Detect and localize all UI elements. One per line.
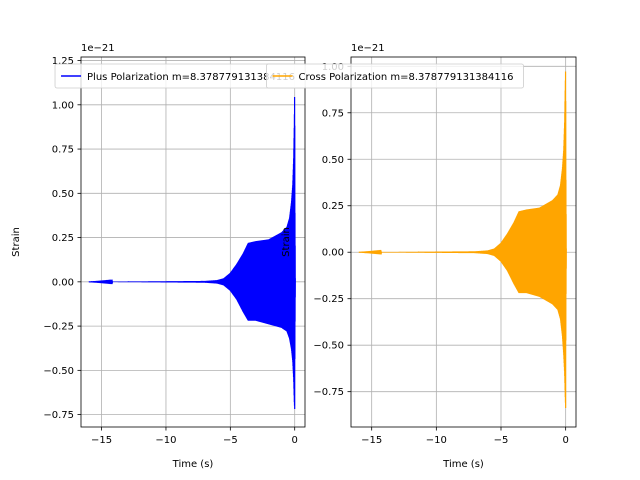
- y-tick-label: 0.75: [52, 145, 74, 156]
- x-tick-label: −15: [361, 435, 382, 446]
- y-tick-label: −0.75: [43, 410, 74, 421]
- x-tick-label: −5: [494, 435, 509, 446]
- y-tick-label: 0.25: [322, 201, 344, 212]
- right-waveform-cross: [358, 71, 567, 409]
- y-tick-label: −0.50: [313, 341, 344, 352]
- right-axes-frame: [350, 56, 577, 428]
- y-tick-label: 0.75: [322, 108, 344, 119]
- y-tick-label: 0.50: [52, 189, 74, 200]
- left-waveform-plus: [88, 96, 296, 410]
- right-plot: −15 −10 −5 0 −0.75 −0.50 −0.25 0.00 0.25 0.50 0.7…: [281, 43, 577, 470]
- right-grid: [351, 57, 576, 427]
- y-tick-label: 1.25: [52, 56, 74, 67]
- y-tick-label: −0.25: [43, 322, 74, 333]
- right-x-axis-label: Time (s): [442, 459, 484, 470]
- left-x-axis-label: Time (s): [172, 459, 214, 470]
- y-tick-label: 1.00: [52, 100, 74, 111]
- left-x-ticks: −15 −10 −5 0: [91, 427, 298, 446]
- right-y-offset-text: 1e−21: [351, 43, 385, 54]
- y-tick-label: −0.25: [313, 294, 344, 305]
- x-tick-label: −15: [91, 435, 112, 446]
- y-tick-label: 0.25: [52, 233, 74, 244]
- left-plot: −15 −10 −5 0 −0.75 −0.50 −0.25 0.00 0.25 0.50 0.7…: [11, 43, 306, 470]
- y-tick-label: −0.50: [43, 366, 74, 377]
- x-tick-label: 0: [562, 435, 568, 446]
- x-tick-label: −5: [223, 435, 238, 446]
- y-tick-label: 0.00: [52, 277, 74, 288]
- right-legend-label: Cross Polarization m=8.378779131384116: [299, 72, 514, 83]
- y-tick-label: −0.75: [313, 387, 344, 398]
- left-y-ticks: −0.75 −0.50 −0.25 0.00 0.25 0.50 0.75 1.00 1.25: [43, 56, 81, 421]
- y-tick-label: 0.50: [322, 155, 344, 166]
- x-tick-label: −10: [155, 435, 176, 446]
- x-tick-label: −10: [426, 435, 447, 446]
- x-tick-label: 0: [292, 435, 298, 446]
- right-legend-box: [266, 63, 524, 89]
- left-y-offset-text: 1e−21: [81, 43, 115, 54]
- right-x-ticks: −15 −10 −5 0: [361, 427, 569, 446]
- left-y-axis-label: Strain: [11, 227, 22, 257]
- y-tick-label: 0.00: [322, 248, 344, 259]
- left-axes-frame: [80, 56, 306, 428]
- left-legend-label: Plus Polarization m=8.378779131384116: [87, 72, 295, 83]
- right-legend: Cross Polarization m=8.378779131384116: [266, 63, 524, 89]
- right-y-axis-label: Strain: [281, 227, 292, 257]
